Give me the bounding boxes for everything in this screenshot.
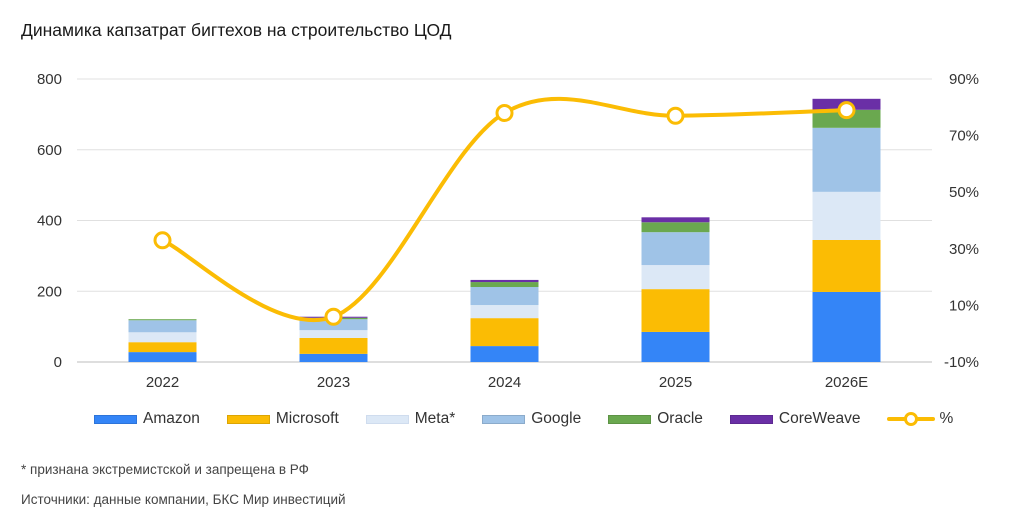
bar-google (641, 232, 710, 266)
bar-microsoft (128, 342, 197, 353)
y-right-tick-label: 30% (949, 241, 979, 258)
chart-title: Динамика капзатрат бигтехов на строитель… (21, 20, 452, 40)
bar-microsoft (470, 318, 539, 347)
legend-line-swatch (887, 412, 936, 426)
y-right-tick-label: 90% (949, 71, 979, 88)
bar-google (470, 287, 539, 306)
bar-oracle (128, 319, 197, 321)
percent-point (495, 103, 514, 122)
x-tick-label: 2023 (317, 374, 350, 391)
bar-oracle (470, 282, 539, 288)
legend-item: Meta* (365, 410, 456, 428)
bar-microsoft (299, 337, 368, 354)
footnote: * признана экстремистской и запрещена в … (21, 462, 309, 477)
bar-google (128, 320, 197, 333)
legend: Amazon Microsoft Meta* Google Oracle CoreWeav… (94, 410, 980, 428)
legend-swatch (729, 414, 773, 424)
bar-amazon (812, 291, 881, 362)
legend-label: Amazon (143, 410, 200, 427)
bar-amazon (299, 353, 368, 362)
y-left-tick-label: 0 (54, 354, 62, 371)
bar-amazon (470, 346, 539, 362)
bar-meta (470, 305, 539, 319)
bar-coreweave (641, 217, 710, 223)
bar-meta (299, 330, 368, 338)
legend-swatch (608, 414, 652, 424)
x-tick-label: 2024 (488, 374, 521, 391)
x-tick-label: 2025 (659, 374, 692, 391)
y-left-tick-label: 400 (37, 213, 62, 230)
y-left-tick-label: 600 (37, 142, 62, 159)
y-right-tick-label: 10% (949, 297, 979, 314)
legend-label: CoreWeave (778, 410, 861, 427)
legend-item: % (887, 410, 953, 428)
bar-google (812, 127, 881, 192)
legend-label: Meta* (414, 410, 456, 427)
legend-item: CoreWeave (729, 410, 861, 428)
legend-label: Oracle (657, 410, 703, 427)
bar-amazon (128, 352, 197, 362)
legend-label: % (939, 410, 954, 427)
percent-point (837, 101, 856, 120)
chart-area: 0 200 400 600 800 -10% 10% 30% 50% 70% 90% 2022 2023… (37, 71, 979, 391)
legend-swatch (226, 414, 270, 424)
y-left-tick-label: 200 (37, 283, 62, 300)
y-right-tick-label: 70% (949, 128, 979, 145)
bar-meta (641, 265, 710, 290)
legend-swatch (365, 414, 409, 424)
legend-item: Oracle (608, 410, 703, 428)
percent-point (666, 106, 685, 125)
y-right-tick-label: 50% (949, 184, 979, 201)
legend-label: Microsoft (275, 410, 339, 427)
percent-point (153, 231, 172, 250)
legend-label: Google (531, 410, 582, 427)
legend-swatch (94, 414, 137, 424)
bar-amazon (641, 331, 710, 362)
percent-line (160, 96, 849, 322)
bar-microsoft (641, 289, 710, 332)
y-right-tick-label: -10% (944, 354, 979, 371)
y-left-tick-label: 800 (37, 71, 62, 88)
source-note: Источники: данные компании, БКС Мир инве… (21, 492, 346, 507)
legend-swatch (482, 414, 526, 424)
bar-meta (812, 191, 881, 240)
bar-meta (128, 332, 197, 343)
percent-point (324, 307, 343, 326)
bar-microsoft (812, 239, 881, 292)
legend-item: Microsoft (226, 410, 339, 428)
bar-coreweave (470, 279, 539, 283)
legend-item: Amazon (94, 410, 200, 428)
x-tick-label: 2022 (146, 374, 179, 391)
x-tick-label: 2026E (825, 374, 868, 391)
legend-item: Google (482, 410, 581, 428)
bar-oracle (641, 222, 710, 233)
